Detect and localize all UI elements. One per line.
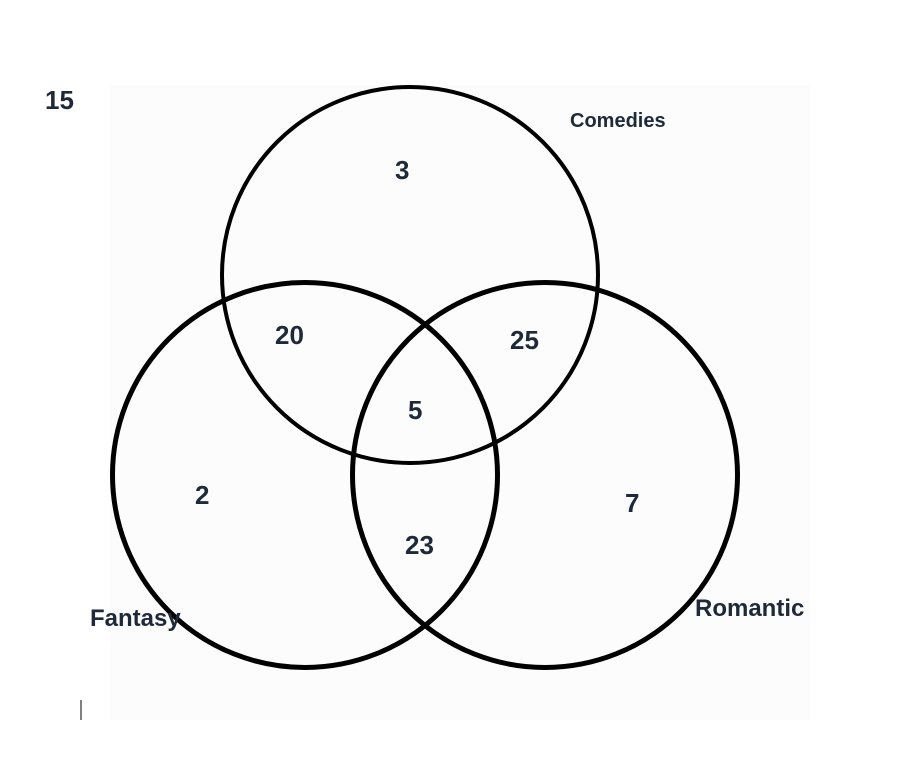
venn-label-fantasy: Fantasy [90, 605, 181, 633]
venn-circle-romantic [350, 280, 740, 670]
venn-value-comedies-fantasy: 20 [275, 320, 304, 351]
venn-value-outside: 15 [45, 85, 74, 116]
venn-label-romantic: Romantic [695, 595, 804, 623]
venn-value-fantasy-only: 2 [195, 480, 209, 511]
venn-value-romantic-only: 7 [625, 488, 639, 519]
venn-label-comedies: Comedies [570, 110, 666, 133]
text-cursor-mark [80, 700, 82, 720]
venn-value-all-three: 5 [408, 395, 422, 426]
venn-value-comedies-only: 3 [395, 155, 409, 186]
venn-value-fantasy-romantic: 23 [405, 530, 434, 561]
venn-value-comedies-romantic: 25 [510, 325, 539, 356]
